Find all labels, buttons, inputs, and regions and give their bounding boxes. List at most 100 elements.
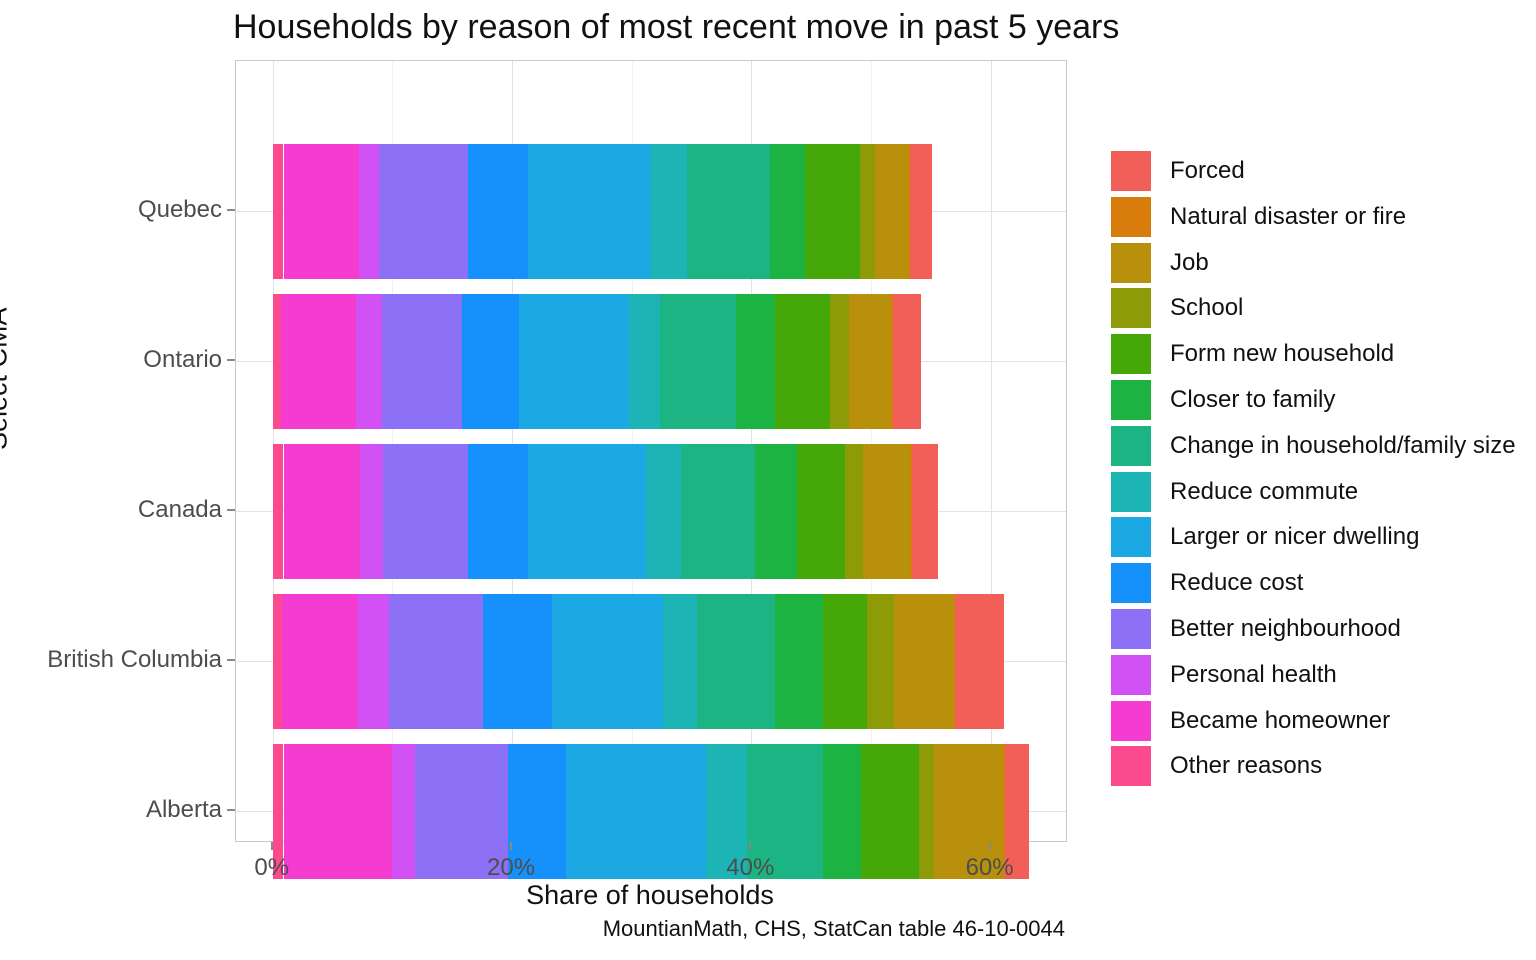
bar-segment-natural-disaster-or-fire — [891, 293, 893, 429]
bar-segment-job — [849, 293, 892, 429]
bar-segment-job — [862, 443, 911, 579]
bar-segment-other-reasons — [272, 743, 284, 879]
chart-title: Households by reason of most recent move… — [233, 8, 1120, 46]
bar-segment-change-in-household-family-size — [686, 143, 771, 279]
gridline-major-vertical — [990, 61, 992, 841]
bar-segment-personal-health — [360, 443, 383, 579]
legend-label: Form new household — [1170, 340, 1395, 368]
legend-swatch — [1111, 563, 1151, 604]
x-axis-tick — [270, 842, 273, 850]
bar-segment-school — [867, 593, 894, 729]
legend-swatch — [1111, 700, 1151, 741]
y-axis-tick — [227, 809, 235, 811]
bar-segment-reduce-commute — [662, 593, 698, 729]
bar-segment-change-in-household-family-size — [746, 743, 824, 879]
bar-segment-better-neighbourhood — [415, 743, 509, 879]
legend-label: Other reasons — [1170, 752, 1323, 780]
bar-segment-reduce-cost — [483, 593, 552, 729]
bar-segment-reduce-commute — [705, 743, 747, 879]
legend-label: Natural disaster or fire — [1170, 202, 1407, 230]
bar-segment-personal-health — [357, 593, 389, 729]
legend-swatch — [1111, 334, 1151, 375]
bar-segment-job — [934, 743, 1003, 879]
bar-segment-reduce-commute — [629, 293, 661, 429]
bar-segment-other-reasons — [272, 143, 284, 279]
bar-segment-natural-disaster-or-fire — [909, 143, 911, 279]
bar-segment-school — [860, 143, 875, 279]
bar-segment-closer-to-family — [735, 293, 776, 429]
bar-segment-personal-health — [358, 143, 380, 279]
bar-segment-reduce-cost — [461, 293, 520, 429]
bar-segment-forced — [892, 293, 922, 429]
bar-segment-reduce-commute — [646, 443, 681, 579]
y-axis-label: Alberta — [145, 796, 222, 823]
bar-segment-forced — [1004, 743, 1029, 879]
bar-segment-closer-to-family — [770, 143, 806, 279]
y-axis-label: Ontario — [143, 346, 222, 373]
bar-segment-other-reasons — [272, 593, 283, 729]
bar-segment-change-in-household-family-size — [660, 293, 736, 429]
bar-segment-became-homeowner — [283, 743, 393, 879]
y-axis-tick — [227, 509, 235, 511]
bar-segment-better-neighbourhood — [381, 293, 462, 429]
bar-segment-personal-health — [356, 293, 382, 429]
legend-swatch — [1111, 517, 1151, 558]
bar-segment-closer-to-family — [775, 593, 824, 729]
bar-segment-better-neighbourhood — [379, 143, 468, 279]
legend-swatch — [1111, 609, 1151, 649]
bar-segment-form-new-household — [823, 593, 868, 729]
legend-label: Forced — [1170, 157, 1245, 184]
bar-segment-natural-disaster-or-fire — [910, 443, 912, 579]
bar-segment-other-reasons — [272, 443, 284, 579]
bar-segment-forced — [910, 143, 932, 279]
bar-segment-form-new-household — [861, 743, 919, 879]
legend-label: Better neighbourhood — [1170, 615, 1401, 642]
legend-swatch — [1111, 471, 1151, 512]
bar-segment-natural-disaster-or-fire — [953, 593, 955, 729]
bar-segment-larger-or-nicer-dwelling — [527, 143, 650, 279]
bar-segment-change-in-household-family-size — [680, 443, 755, 579]
x-axis-label: 60% — [965, 854, 1014, 881]
bar-segment-change-in-household-family-size — [697, 593, 776, 729]
bar-segment-became-homeowner — [283, 443, 361, 579]
bar-segment-larger-or-nicer-dwelling — [551, 593, 663, 729]
bar-segment-larger-or-nicer-dwelling — [519, 293, 630, 429]
bar-segment-larger-or-nicer-dwelling — [527, 443, 647, 579]
bar-segment-forced — [911, 443, 938, 579]
y-axis-title: Select CMA — [0, 307, 13, 450]
bar-segment-closer-to-family — [823, 743, 862, 879]
bar-segment-reduce-cost — [467, 143, 528, 279]
bar-segment-job — [874, 143, 910, 279]
bar-segment-reduce-commute — [649, 143, 687, 279]
y-axis-label: Canada — [137, 496, 222, 523]
legend-label: School — [1170, 294, 1244, 322]
x-axis-tick — [510, 842, 513, 850]
legend-swatch — [1111, 288, 1151, 329]
x-axis-tick — [749, 842, 752, 850]
bar-segment-closer-to-family — [754, 443, 797, 579]
legend-label: Reduce cost — [1170, 569, 1304, 597]
legend-label: Larger or nicer dwelling — [1170, 523, 1420, 551]
bar-segment-better-neighbourhood — [388, 593, 484, 729]
plot-panel — [235, 60, 1067, 879]
y-axis-label: Quebec — [137, 196, 222, 223]
legend-label: Reduce commute — [1170, 477, 1359, 505]
bar-segment-form-new-household — [805, 143, 861, 279]
bar-segment-personal-health — [392, 743, 416, 879]
legend-swatch — [1111, 654, 1151, 695]
legend-swatch — [1111, 196, 1151, 237]
bar-segment-forced — [954, 593, 1004, 729]
y-axis-tick — [227, 659, 235, 661]
bar-segment-school — [918, 743, 935, 879]
bar-segment-other-reasons — [272, 293, 282, 429]
bar-segment-form-new-household — [796, 443, 845, 579]
x-axis-label: 20% — [486, 854, 536, 881]
bar-segment-larger-or-nicer-dwelling — [565, 743, 706, 879]
bar-segment-became-homeowner — [282, 593, 358, 729]
legend-label: Closer to family — [1170, 386, 1336, 413]
bar-segment-school — [830, 293, 850, 429]
y-axis-label: British Columbia — [47, 646, 222, 673]
x-axis-tick — [988, 842, 991, 850]
bar-segment-reduce-cost — [508, 743, 566, 879]
